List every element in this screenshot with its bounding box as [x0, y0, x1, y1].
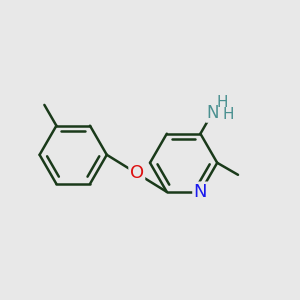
Text: O: O [130, 164, 144, 182]
Text: N: N [206, 104, 219, 122]
Text: N: N [194, 183, 207, 201]
Text: H: H [222, 107, 233, 122]
Text: H: H [217, 95, 228, 110]
